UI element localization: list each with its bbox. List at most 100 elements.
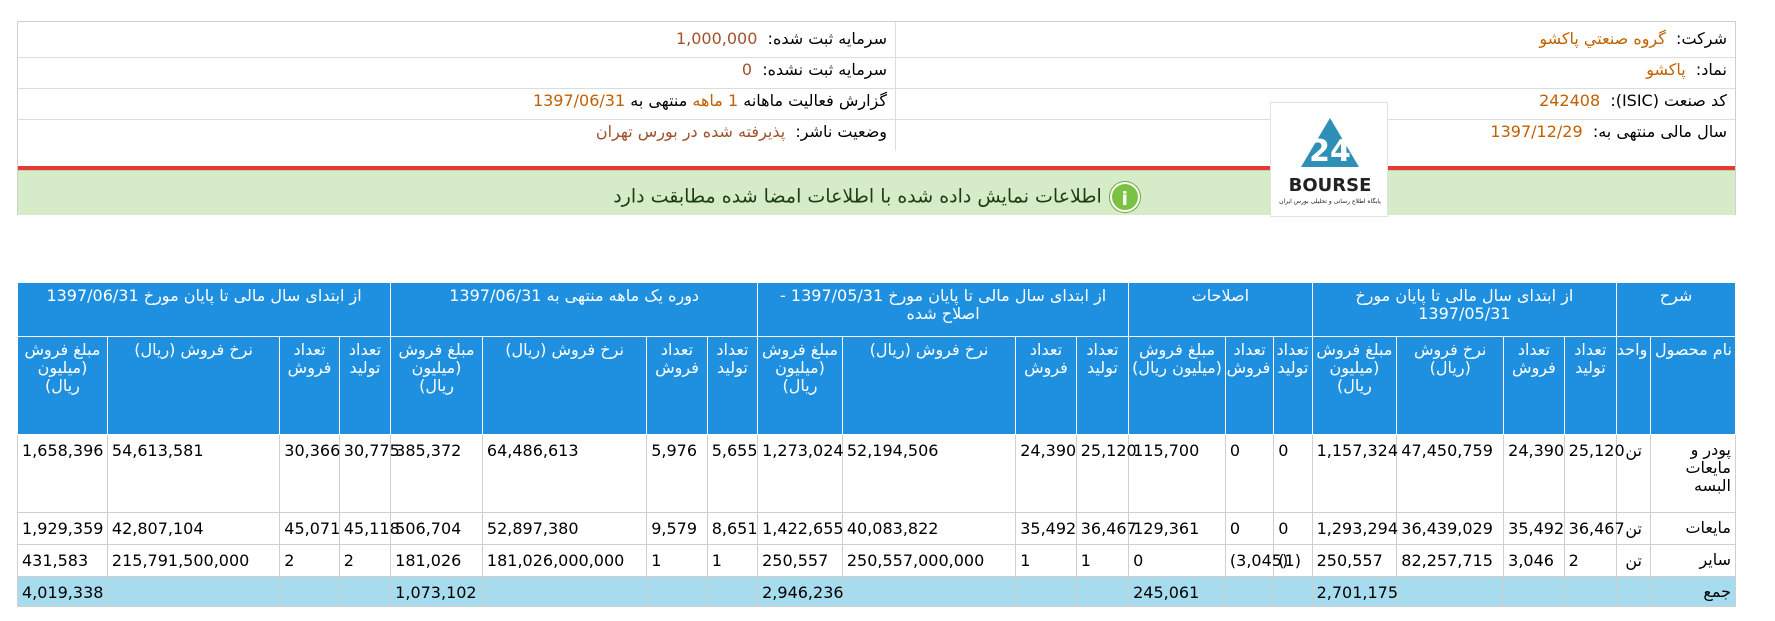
total-value-cell (1273, 576, 1313, 607)
value-cell: 52,194,506 (841, 434, 1017, 513)
logo-subtext: پایگاه اطلاع رسانی و تحلیلی بورس ایران (1279, 197, 1381, 205)
isic-value: 242408 (1539, 91, 1601, 110)
value-cell: 1,273,024 (757, 434, 844, 513)
value-cell: 5,976 (646, 434, 708, 513)
value-cell: 82,257,715 (1396, 544, 1505, 577)
column-header-adjustments-1: تعداد فروش (1224, 336, 1275, 435)
value-cell: 8,651 (706, 512, 759, 545)
column-header-ytd-current-0: تعداد تولید (338, 336, 392, 435)
value-cell: 30,366 (279, 434, 340, 513)
value-cell: 0 (1224, 512, 1275, 545)
column-header-ytd-current-1: تعداد فروش (279, 336, 340, 435)
symbol-value: پاکشو (1646, 60, 1686, 79)
value-cell: 45,071 (279, 512, 340, 545)
value-cell: 42,807,104 (106, 512, 281, 545)
symbol-label: نماد: (1695, 60, 1727, 79)
column-header-ytd-previous-3: مبلغ فروش (میلیون ریال) (1311, 336, 1398, 435)
value-cell: 181,026 (390, 544, 483, 577)
table-body: پودر و مایعات البسه تن 25,120 24,390 47,450,… (17, 434, 1736, 607)
unreg-capital-row: سرمایه ثبت نشده: 0 (18, 53, 896, 89)
total-value-cell: 4,019,338 (17, 576, 108, 607)
column-header-ytd-previous-0: تعداد تولید (1563, 336, 1618, 435)
value-cell: 2 (1563, 544, 1618, 577)
total-value-cell (481, 576, 648, 607)
total-value-cell (1503, 576, 1565, 607)
report-label: گزارش فعالیت ماهانه (743, 91, 887, 110)
value-cell: 36,439,029 (1396, 512, 1505, 545)
column-header-ytd-current-3: مبلغ فروش (میلیون ریال) (17, 336, 108, 435)
value-cell: 250,557 (757, 544, 843, 577)
group-header-ytd-previous: از ابتدای سال مالی تا پایان مورخ 1397/05… (1311, 282, 1618, 337)
total-value-cell: 2,701,175 (1311, 576, 1398, 607)
value-cell: 431,583 (17, 544, 108, 577)
group-header-one-month: دوره یک ماهه منتهی به 1397/06/31 (390, 282, 759, 337)
value-cell: 215,791,500,000 (106, 544, 281, 577)
column-header-adjustments-2: مبلغ فروش (میلیون ریال) (1128, 336, 1226, 435)
report-date: 1397/06/31 (532, 91, 626, 110)
value-cell: 1,422,655 (757, 512, 844, 545)
column-header-ytd-previous-2: نرخ فروش (ریال) (1396, 336, 1505, 435)
red-divider (18, 166, 1735, 170)
publisher-row: وضعیت ناشر: پذیرفته شده در بورس تهران (18, 115, 896, 151)
value-cell: 45,118 (338, 512, 400, 545)
value-cell: 250,557 (1311, 544, 1398, 577)
unreg-capital-label: سرمایه ثبت نشده: (762, 60, 887, 79)
value-cell: 385,372 (390, 434, 483, 513)
value-cell: 1,658,396 (17, 434, 108, 513)
monthly-activity-table: شرح از ابتدای سال مالی تا پایان مورخ 139… (16, 282, 1736, 607)
column-header-description-1: واحد (1616, 336, 1652, 435)
value-cell: 1,293,294 (1311, 512, 1398, 545)
notice-text: اطلاعات نمایش داده شده با اطلاعات امضا ش… (613, 185, 1102, 208)
column-header-one-month-2: نرخ فروش (ریال) (481, 336, 648, 435)
total-value-cell (279, 576, 340, 607)
column-header-one-month-0: تعداد تولید (706, 336, 759, 435)
unit-cell: تن (1616, 544, 1652, 577)
group-header-ytd-current: از ابتدای سال مالی تا پایان مورخ 1397/06… (16, 282, 392, 337)
value-cell: 0 (1224, 434, 1275, 513)
value-cell: 115,700 (1128, 434, 1226, 513)
group-header-row: شرح از ابتدای سال مالی تا پایان مورخ 139… (16, 282, 1736, 337)
company-info-panel: شرکت: گروه صنعتي پاکشو نماد: پاکشو کد صن… (17, 21, 1736, 217)
fiscal-row: سال مالی منتهی به: 1397/12/29 (895, 115, 1735, 151)
value-cell: 40,083,822 (841, 512, 1017, 545)
company-label: شرکت: (1676, 29, 1727, 48)
reg-capital-value: 1,000,000 (675, 29, 758, 48)
product-name-cell: سایر (1650, 544, 1736, 577)
value-cell: 9,579 (646, 512, 708, 545)
value-cell: 36,467 (1563, 512, 1625, 545)
column-header-ytd-adjusted-2: نرخ فروش (ریال) (841, 336, 1017, 435)
group-header-ytd-adjusted: از ابتدای سال مالی تا پایان مورخ 1397/05… (757, 282, 1130, 337)
value-cell: 0 (1128, 544, 1226, 577)
column-header-ytd-adjusted-3: مبلغ فروش (میلیون ریال) (757, 336, 843, 435)
value-cell: 1,929,359 (17, 512, 108, 545)
column-header-ytd-previous-1: تعداد فروش (1503, 336, 1565, 435)
symbol-row: نماد: پاکشو (895, 53, 1735, 89)
reg-capital-row: سرمایه ثبت شده: 1,000,000 (18, 22, 896, 58)
total-value-cell: 2,946,236 (757, 576, 844, 607)
value-cell: 5,655 (706, 434, 759, 513)
logo-text: BOURSE (1289, 175, 1372, 196)
value-cell: 129,361 (1128, 512, 1226, 545)
value-cell: 1 (1075, 544, 1130, 577)
report-ending: منتهی به (630, 91, 688, 110)
value-cell: 1 (646, 544, 708, 577)
total-value-cell (1075, 576, 1130, 607)
report-months: 1 ماهه (692, 91, 739, 110)
total-value-cell (1015, 576, 1077, 607)
value-cell: (3,045) (1224, 544, 1288, 577)
product-name-cell: مایعات (1650, 512, 1736, 545)
total-value-cell (706, 576, 759, 607)
value-cell: 24,390 (1015, 434, 1077, 513)
fiscal-label: سال مالی منتهی به: (1592, 122, 1727, 141)
total-label: جمع (1650, 576, 1736, 607)
value-cell: 25,120 (1075, 434, 1137, 513)
value-cell: 35,492 (1015, 512, 1077, 545)
total-value-cell: 1,073,102 (390, 576, 483, 607)
value-cell: 250,557,000,000 (841, 544, 1017, 577)
table-row: سایر تن 2 3,046 82,257,715 250,557 (1) (3,045) 0… (17, 544, 1736, 577)
value-cell: 506,704 (390, 512, 483, 545)
group-header-description: شرح (1616, 282, 1736, 337)
value-cell: 54,613,581 (106, 434, 281, 513)
value-cell: 181,026,000,000 (481, 544, 648, 577)
value-cell: 36,467 (1075, 512, 1137, 545)
